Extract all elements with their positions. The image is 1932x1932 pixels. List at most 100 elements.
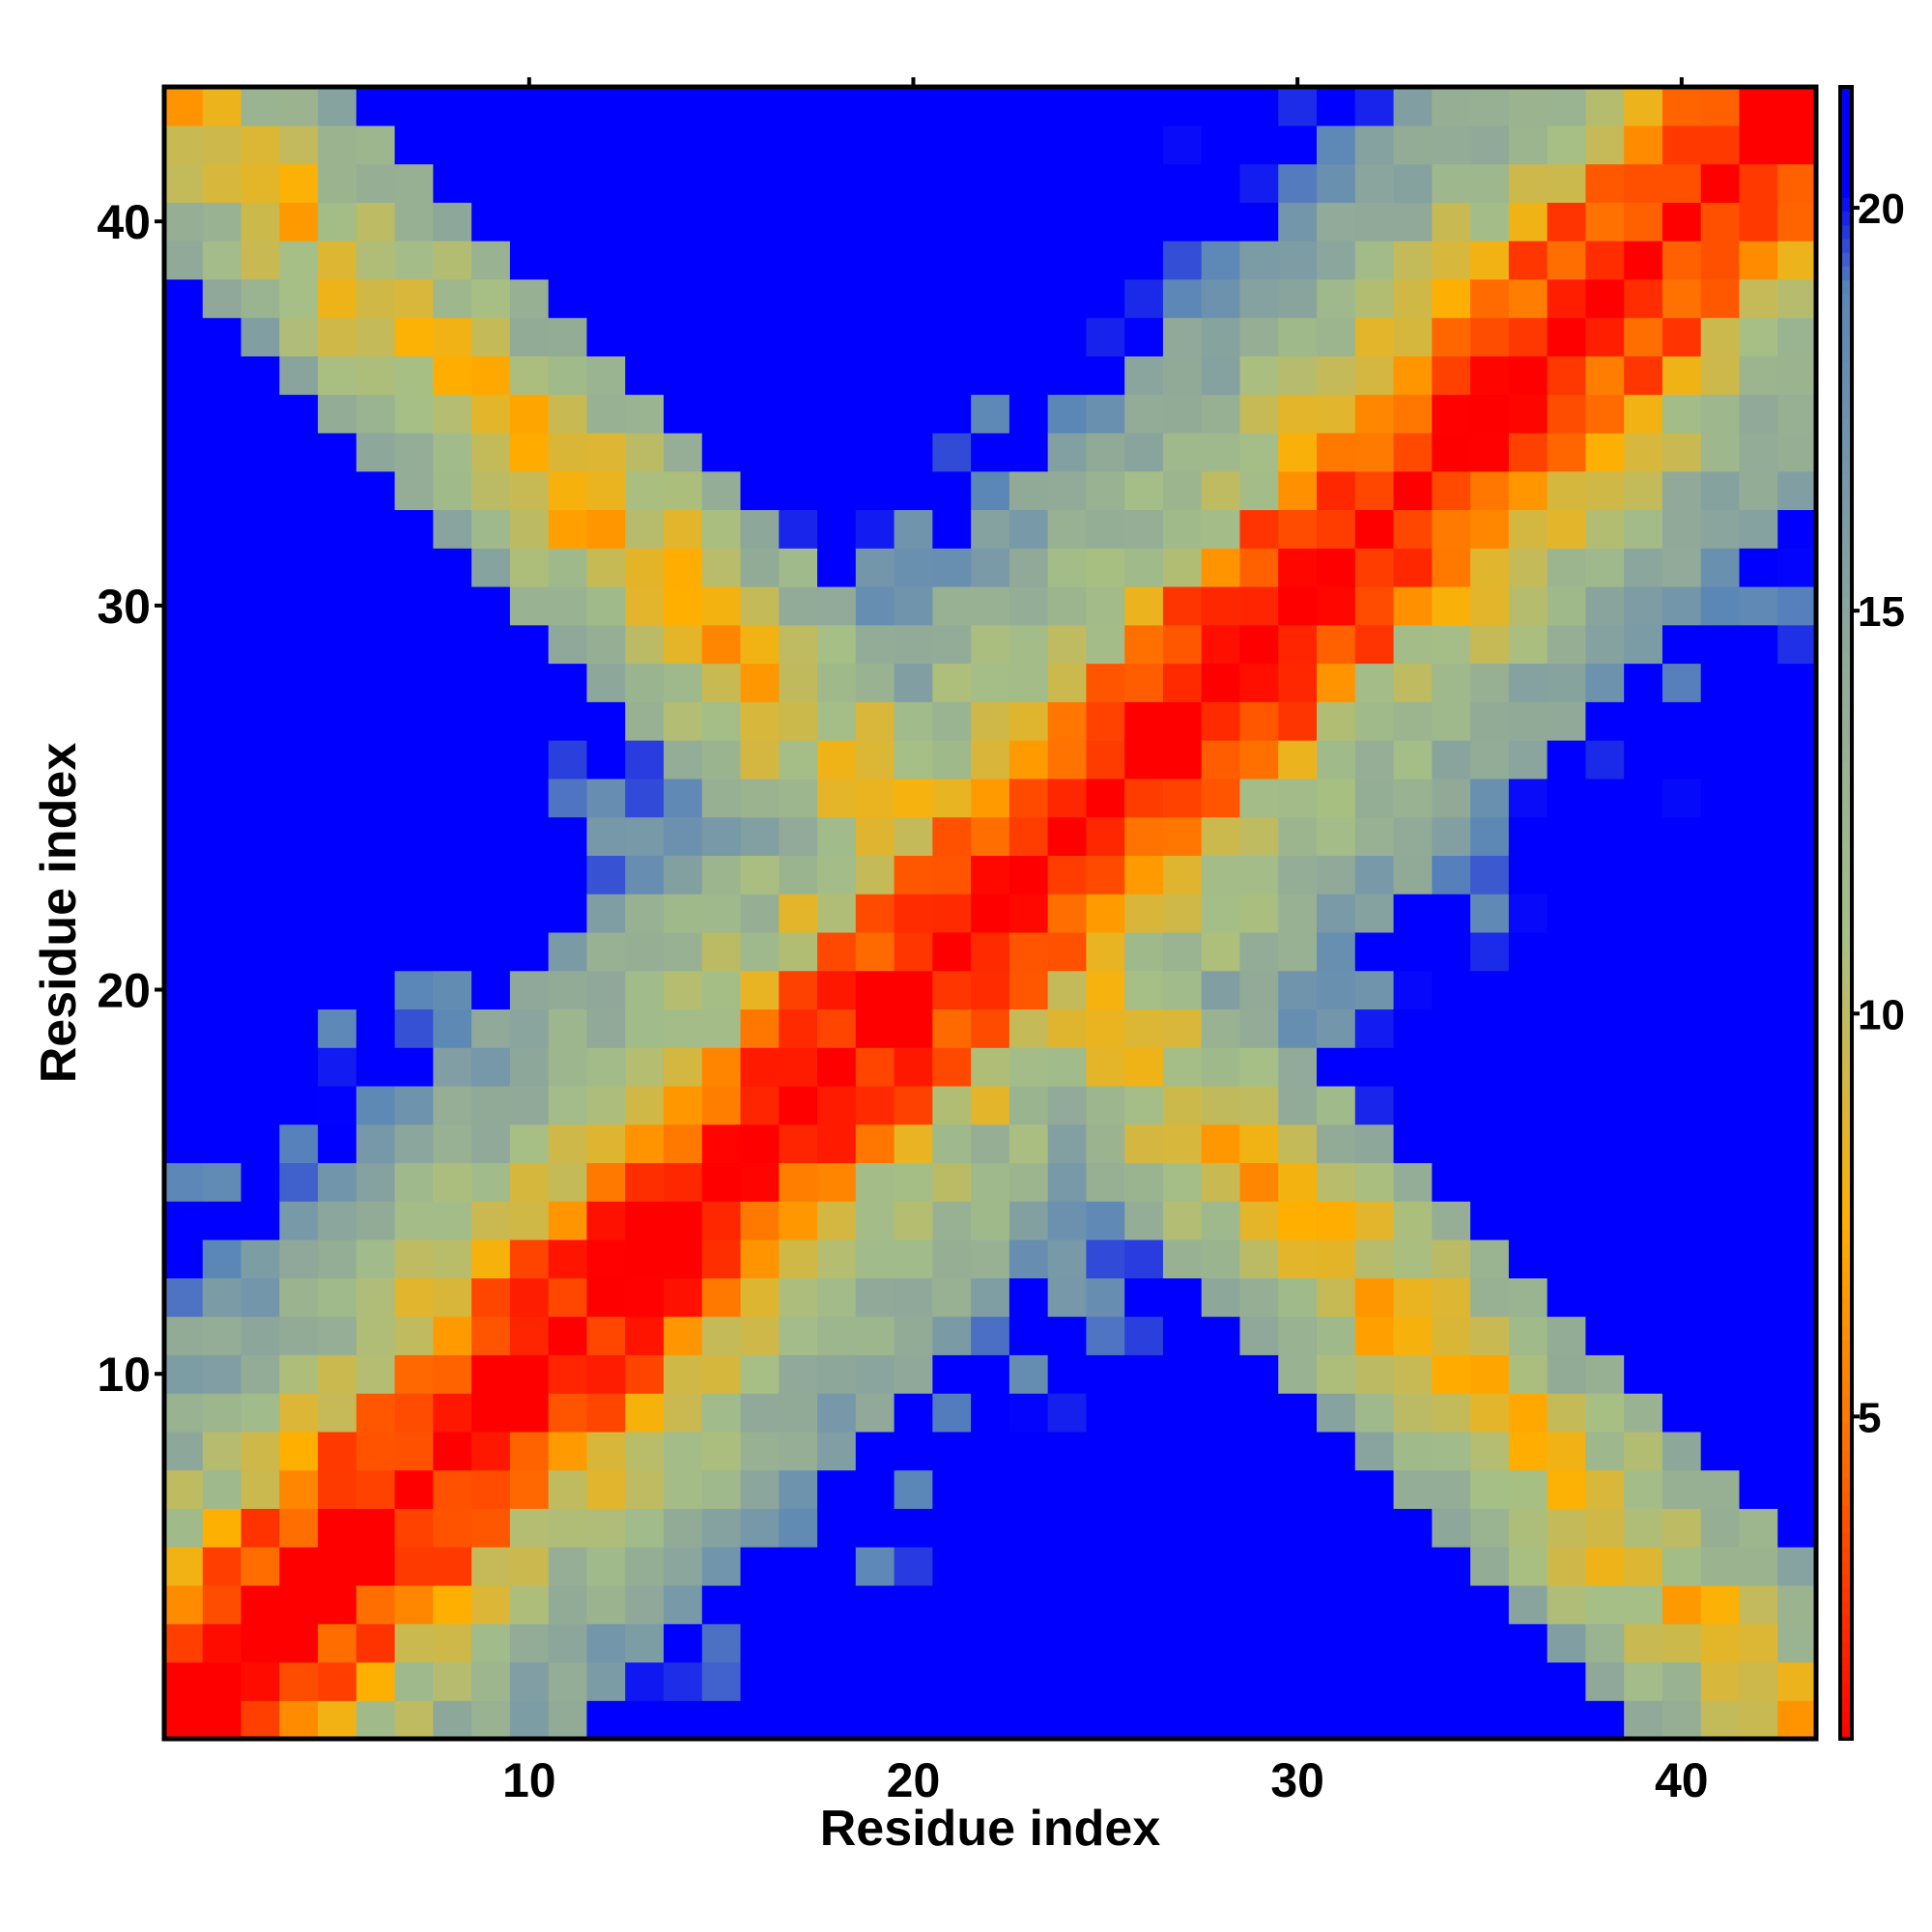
heatmap-cell <box>509 1469 550 1509</box>
heatmap-cell <box>1124 355 1164 395</box>
heatmap-cell <box>586 1201 626 1240</box>
heatmap-cell <box>1470 1047 1510 1087</box>
heatmap-cell <box>509 355 550 395</box>
heatmap-cell <box>1162 1047 1203 1087</box>
heatmap-cell <box>740 894 780 933</box>
heatmap-cell <box>1624 163 1663 203</box>
heatmap-cell <box>1047 394 1088 434</box>
heatmap-cell <box>433 778 472 818</box>
heatmap-cell <box>1470 163 1510 203</box>
heatmap-cell <box>1162 1277 1203 1318</box>
heatmap-cell <box>1009 931 1049 972</box>
heatmap-cell <box>779 1623 818 1663</box>
heatmap-cell <box>433 1316 472 1355</box>
heatmap-cell <box>1547 125 1586 165</box>
heatmap-cell <box>241 1508 280 1548</box>
heatmap-cell <box>1624 1085 1663 1125</box>
heatmap-cell <box>1662 1047 1702 1087</box>
heatmap-cell <box>1662 663 1702 702</box>
heatmap-cell <box>1624 1201 1663 1240</box>
heatmap-cell <box>1162 1123 1203 1164</box>
heatmap-cell <box>701 1316 742 1355</box>
heatmap-cell <box>1700 432 1741 472</box>
heatmap-cell <box>1009 816 1049 856</box>
heatmap-cell <box>1047 1508 1088 1548</box>
heatmap-cell <box>1162 278 1203 319</box>
heatmap-cell <box>740 931 780 972</box>
heatmap-cell <box>1047 87 1088 127</box>
heatmap-cell <box>1700 855 1741 895</box>
colorbar-segment <box>1840 1009 1852 1024</box>
heatmap-cell <box>1239 163 1279 203</box>
heatmap-cell <box>971 1431 1010 1471</box>
heatmap-cell <box>318 778 357 818</box>
heatmap-cell <box>548 1009 588 1048</box>
heatmap-cell <box>1201 1354 1241 1394</box>
heatmap-cell <box>548 1393 588 1433</box>
colorbar-segment <box>1840 803 1852 818</box>
heatmap-cell <box>740 1201 780 1240</box>
heatmap-cell <box>1393 548 1433 587</box>
heatmap-cell <box>1508 1201 1548 1240</box>
heatmap-cell <box>509 1162 550 1202</box>
colorbar-segment <box>1840 1229 1852 1244</box>
heatmap-cell <box>202 624 242 665</box>
heatmap-cell <box>509 1316 550 1355</box>
heatmap-cell <box>202 432 242 472</box>
heatmap-cell <box>817 1547 857 1586</box>
heatmap-cell <box>1547 1316 1586 1355</box>
colorbar-segment <box>1840 830 1852 845</box>
heatmap-cell <box>1585 931 1625 972</box>
heatmap-cell <box>1585 1009 1625 1048</box>
heatmap-cell <box>1201 1009 1241 1048</box>
heatmap-cell <box>740 1508 780 1548</box>
heatmap-cell <box>1162 816 1203 856</box>
heatmap-cell <box>663 1201 703 1240</box>
heatmap-cell <box>1354 1547 1395 1586</box>
colorbar-segment <box>1840 623 1852 639</box>
heatmap-cell <box>1393 1162 1433 1202</box>
heatmap-cell <box>1086 894 1125 933</box>
heatmap-cell <box>1086 970 1125 1010</box>
heatmap-cell <box>509 202 550 242</box>
heatmap-cell <box>241 1047 280 1087</box>
heatmap-cell <box>1777 970 1817 1010</box>
heatmap-cell <box>433 509 472 549</box>
heatmap-cell <box>1124 1316 1164 1355</box>
heatmap-cell <box>1739 1662 1778 1701</box>
heatmap-cell <box>586 1316 626 1355</box>
heatmap-cell <box>433 1623 472 1663</box>
heatmap-cell <box>241 394 280 434</box>
heatmap-cell <box>394 701 434 741</box>
heatmap-cell <box>1162 740 1203 780</box>
heatmap-cell <box>855 1085 895 1125</box>
heatmap-cell <box>586 163 626 203</box>
heatmap-cell <box>932 1201 972 1240</box>
heatmap-cell <box>1700 970 1741 1010</box>
heatmap-cell <box>779 278 818 319</box>
heatmap-cell <box>548 970 588 1010</box>
heatmap-cell <box>202 970 242 1010</box>
heatmap-cell <box>932 548 972 587</box>
colorbar-segment <box>1840 156 1852 171</box>
heatmap-cell <box>394 355 434 395</box>
colorbar-segment <box>1840 693 1852 708</box>
heatmap-cell <box>932 470 972 511</box>
heatmap-cell <box>586 1239 626 1279</box>
heatmap-cell <box>701 624 742 665</box>
heatmap-cell <box>1547 855 1586 895</box>
heatmap-cell <box>932 970 972 1010</box>
heatmap-cell <box>971 1085 1010 1125</box>
heatmap-cell <box>1585 585 1625 626</box>
heatmap-cell <box>1239 470 1279 511</box>
heatmap-cell <box>1547 1201 1586 1240</box>
heatmap-cell <box>932 663 972 702</box>
heatmap-cell <box>548 355 588 395</box>
colorbar-segment <box>1840 403 1852 418</box>
colorbar-segment <box>1840 1463 1852 1479</box>
heatmap-cell <box>241 163 280 203</box>
colorbar-segment <box>1840 1119 1852 1134</box>
heatmap-cell <box>1432 278 1471 319</box>
heatmap-cell <box>1354 1354 1395 1394</box>
heatmap-cell <box>1278 1162 1318 1202</box>
